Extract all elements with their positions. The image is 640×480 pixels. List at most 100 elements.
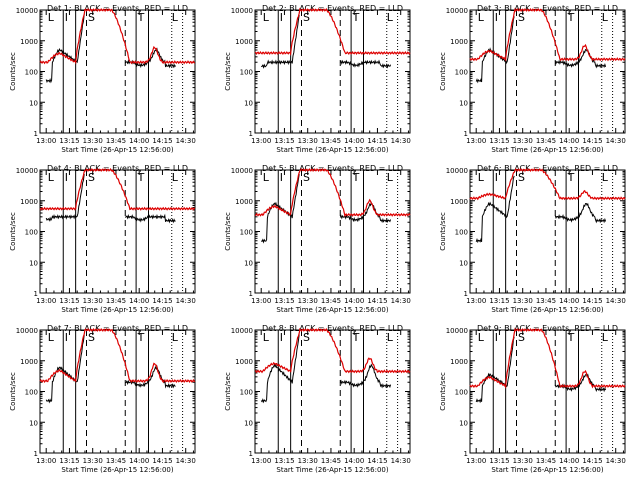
x-tick-label: 14:30 [391,457,411,465]
x-tick-label: 13:30 [298,137,318,145]
x-tick-label: 13:45 [536,457,556,465]
x-tick-label: 13:45 [321,137,341,145]
y-axis-label: Counts/sec [9,212,17,251]
marker-label: L [48,171,55,184]
events-series-line [45,173,176,224]
x-axis-label: Start Time (26-Apr-15 12:56:00) [276,306,388,314]
x-tick-label: 13:15 [59,137,79,145]
y-tick-label: 1000 [450,38,468,46]
y-tick-label: 1000 [235,38,253,46]
marker-label: L [48,11,55,24]
events-series-line [260,334,392,404]
x-tick-label: 13:00 [466,457,486,465]
y-tick-label: 1000 [450,358,468,366]
y-tick-label: 10000 [446,167,468,175]
y-tick-label: 10000 [16,7,38,15]
marker-label: L [172,171,179,184]
x-tick-label: 14:15 [152,457,172,465]
events-series-line [475,16,607,84]
x-tick-label: 14:00 [559,137,579,145]
x-tick-label: 14:00 [129,297,149,305]
x-tick-label: 14:00 [344,297,364,305]
y-axis-label: Counts/sec [439,212,447,251]
x-tick-label: 13:30 [513,457,533,465]
lld-series-line [39,328,196,384]
y-axis-label: Counts/sec [439,372,447,411]
x-tick-label: 13:00 [36,137,56,145]
x-tick-label: 13:45 [536,297,556,305]
marker-label: S [88,331,95,344]
x-tick-label: 13:15 [59,457,79,465]
marker-label: T [567,171,575,184]
marker-label: I [280,11,283,24]
y-axis-label: Counts/sec [224,212,232,251]
x-axis-label: Start Time (26-Apr-15 12:56:00) [491,306,603,314]
x-tick-label: 13:15 [274,457,294,465]
y-tick-label: 10000 [16,167,38,175]
x-tick-label: 13:30 [298,457,318,465]
marker-label: L [387,331,394,344]
x-axis-label: Start Time (26-Apr-15 12:56:00) [61,466,173,474]
events-series-line [45,334,176,404]
y-axis-label: Counts/sec [9,52,17,91]
y-tick-label: 100 [240,69,253,77]
marker-label: L [263,11,270,24]
marker-label: S [88,171,95,184]
y-tick-label: 100 [25,389,38,397]
y-tick-label: 1 [34,450,38,458]
marker-label: T [352,11,360,24]
x-tick-label: 13:30 [513,297,533,305]
x-tick-label: 13:00 [251,457,271,465]
y-tick-label: 10 [244,419,253,427]
y-tick-label: 100 [240,389,253,397]
x-tick-label: 13:15 [274,297,294,305]
x-tick-label: 13:30 [513,137,533,145]
x-tick-label: 14:00 [129,137,149,145]
x-tick-label: 14:15 [367,457,387,465]
marker-label: I [495,331,498,344]
x-tick-label: 13:30 [83,297,103,305]
x-tick-label: 14:30 [391,297,411,305]
x-tick-label: 14:15 [582,137,602,145]
marker-label: S [303,11,310,24]
marker-label: I [65,11,68,24]
lld-series-line [469,327,626,389]
marker-label: L [263,331,270,344]
y-axis-label: Counts/sec [9,372,17,411]
y-tick-label: 1 [34,130,38,138]
y-tick-label: 1000 [450,198,468,206]
y-tick-label: 1000 [235,198,253,206]
lld-series-line [469,168,626,201]
marker-label: L [263,171,270,184]
panel-title: Det 3: BLACK = Events, RED = LLD [477,4,618,13]
x-tick-label: 14:15 [152,297,172,305]
y-tick-label: 100 [25,229,38,237]
x-tick-label: 13:00 [251,297,271,305]
x-tick-label: 13:15 [274,137,294,145]
y-axis-label: Counts/sec [224,372,232,411]
x-tick-label: 13:45 [106,297,126,305]
x-tick-label: 13:00 [466,137,486,145]
x-tick-label: 14:15 [367,137,387,145]
x-tick-label: 14:00 [344,457,364,465]
marker-label: S [518,331,525,344]
x-tick-label: 14:30 [176,457,196,465]
marker-label: T [567,331,575,344]
x-tick-label: 13:00 [466,297,486,305]
panel-title: Det 4: BLACK = Events, RED = LLD [47,164,188,173]
marker-label: T [567,11,575,24]
lld-series-line [39,8,195,65]
panel-title: Det 7: BLACK = Events, RED = LLD [47,324,188,333]
y-tick-label: 1 [249,450,253,458]
y-tick-label: 10 [459,419,468,427]
marker-label: L [387,171,394,184]
y-tick-label: 10000 [231,7,253,15]
y-tick-label: 100 [455,229,468,237]
events-series-line [261,14,392,69]
lld-series-line [254,327,411,374]
